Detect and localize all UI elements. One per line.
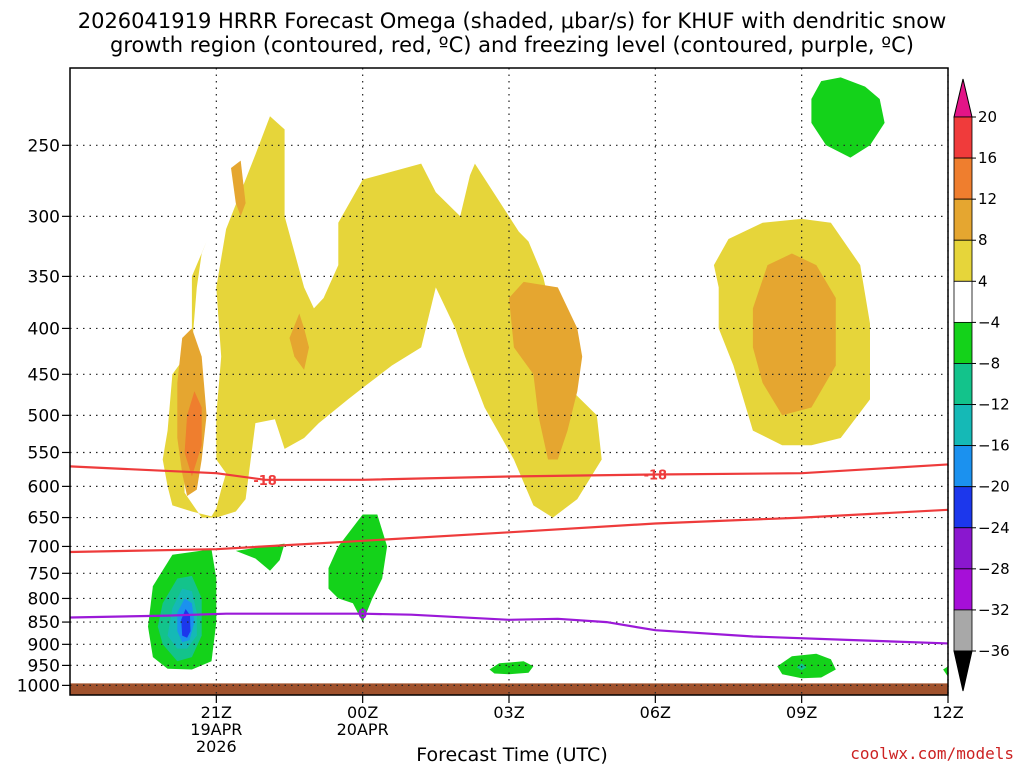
colorbar-label: −12 — [978, 396, 1010, 414]
x-tick-date-label: 19APR — [190, 720, 242, 739]
omega-region-17 — [777, 653, 836, 679]
colorbar-band — [953, 321, 973, 364]
omega-region-8 — [811, 77, 885, 158]
y-tick-label: 500 — [28, 406, 60, 426]
omega-region-13 — [181, 609, 191, 638]
omega-region-7 — [752, 253, 836, 416]
colorbar-band — [953, 239, 973, 282]
y-tick-label: 250 — [28, 136, 60, 156]
omega-region-5 — [509, 281, 583, 460]
y-tick-label: 700 — [28, 537, 60, 557]
x-tick-label: 06Z — [640, 703, 671, 722]
x-tick-label: 21Z — [201, 703, 232, 722]
colorbar-label: −20 — [978, 478, 1010, 496]
y-tick-label: 1000 — [17, 676, 60, 696]
colorbar-label: −4 — [978, 313, 1000, 331]
colorbar-band — [953, 157, 973, 200]
colorbar-band — [953, 363, 973, 405]
colorbar-band — [953, 280, 973, 323]
x-tick-date-label: 20APR — [337, 720, 389, 739]
y-tick-label: 950 — [28, 656, 60, 676]
colorbar-label: 4 — [978, 272, 988, 290]
colorbar-band — [953, 116, 973, 159]
dgz-contour-1 — [70, 508, 948, 554]
y-tick-label: 900 — [28, 635, 60, 655]
colorbar-label: −16 — [978, 437, 1010, 455]
colorbar-label: 8 — [978, 231, 988, 249]
chart-title-line1: 2026041919 HRRR Forecast Omega (shaded, … — [77, 9, 947, 33]
y-tick-label: 450 — [28, 365, 60, 385]
x-tick-label: 09Z — [786, 703, 817, 722]
omega-region-14 — [235, 543, 285, 571]
dgz-contour-0 — [70, 463, 948, 481]
y-tick-label: 300 — [28, 207, 60, 227]
omega-region-1 — [231, 160, 246, 217]
colorbar-label: −28 — [978, 560, 1010, 578]
x-tick-label: 12Z — [932, 703, 963, 722]
colorbar-band — [953, 486, 973, 529]
dgz-contour-label: -18 — [644, 469, 668, 484]
y-tick-label: 400 — [28, 319, 60, 339]
colorbar-band — [953, 198, 973, 241]
colorbar-band — [953, 404, 973, 447]
x-tick-label: 03Z — [493, 703, 524, 722]
colorbar-band — [953, 568, 973, 611]
x-tick-date-label: 2026 — [196, 737, 237, 756]
y-tick-label: 800 — [28, 589, 60, 609]
freezing-contour-0 — [70, 612, 948, 645]
colorbar-label: −24 — [978, 519, 1010, 537]
x-axis-title: Forecast Time (UTC) — [416, 744, 608, 766]
colorbar-label: 12 — [978, 190, 997, 208]
credit-text: coolwx.com/models — [850, 744, 1014, 763]
y-tick-label: 650 — [28, 509, 60, 529]
freezing-contour-label: 0 — [358, 608, 367, 623]
colorbar-label: −32 — [978, 601, 1010, 619]
y-tick-label: 350 — [28, 267, 60, 287]
y-tick-label: 600 — [28, 477, 60, 497]
colorbar-label: 20 — [978, 108, 997, 126]
colorbar-label: −36 — [978, 642, 1010, 660]
y-tick-label: 850 — [28, 613, 60, 633]
colorbar-band — [953, 527, 973, 570]
colorbar-label: −8 — [978, 354, 1000, 372]
omega-region-2 — [289, 313, 309, 370]
terrain-fill — [70, 683, 948, 695]
colorbar-top-arrow — [953, 78, 973, 118]
omega-region-19 — [943, 666, 948, 677]
y-tick-label: 750 — [28, 564, 60, 584]
y-tick-label: 550 — [28, 443, 60, 463]
colorbar-band — [953, 609, 973, 652]
omega-region-4 — [184, 391, 202, 477]
omega-region-16 — [489, 661, 534, 675]
x-tick-label: 00Z — [347, 703, 378, 722]
colorbar-label: 16 — [978, 149, 997, 167]
colorbar-bottom-arrow — [953, 650, 973, 692]
chart-title-line2: growth region (contoured, red, ºC) and f… — [110, 33, 914, 57]
dgz-contour-label: -18 — [253, 474, 277, 489]
colorbar-band — [953, 445, 973, 488]
